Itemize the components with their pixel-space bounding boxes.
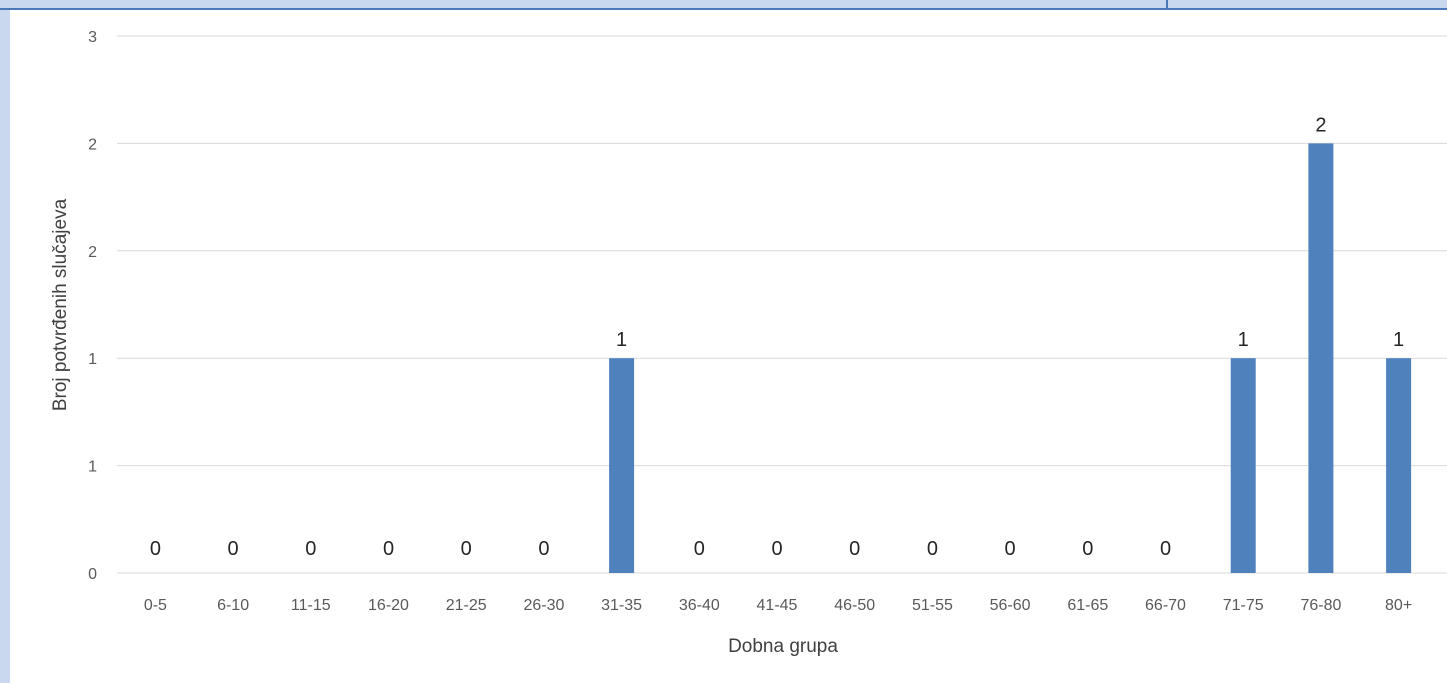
x-axis-title: Dobna grupa [728, 636, 838, 657]
x-tick-label: 66-70 [1145, 597, 1186, 614]
x-tick-label: 11-15 [291, 597, 331, 614]
y-tick-label: 0 [88, 566, 97, 583]
data-label: 0 [305, 538, 316, 560]
x-tick-label: 51-55 [912, 597, 953, 614]
x-tick-label: 26-30 [523, 597, 564, 614]
data-label: 0 [150, 538, 161, 560]
data-label: 0 [849, 538, 860, 560]
data-label: 0 [461, 538, 472, 560]
x-tick-label: 36-40 [679, 597, 720, 614]
data-label: 0 [927, 538, 938, 560]
x-tick-label: 71-75 [1223, 597, 1264, 614]
data-label: 0 [228, 538, 239, 560]
data-label: 1 [616, 329, 627, 351]
bar [1386, 358, 1412, 573]
x-tick-label: 41-45 [757, 597, 798, 614]
x-tick-label: 6-10 [217, 597, 249, 614]
y-axis-ticks: 0 1 1 2 2 3 [88, 29, 97, 583]
data-label: 0 [1005, 538, 1016, 560]
x-tick-label: 0-5 [144, 597, 167, 614]
y-tick-label: 3 [88, 29, 97, 46]
data-label: 0 [383, 538, 394, 560]
left-border-strip [0, 10, 10, 683]
bar [609, 358, 635, 573]
x-tick-label: 56-60 [990, 597, 1031, 614]
y-axis-title: Broj potvrđenih slučajeva [50, 198, 71, 411]
data-labels: 0 0 0 0 0 0 1 0 0 0 0 0 0 0 1 2 1 [150, 114, 1404, 560]
x-tick-label: 61-65 [1067, 597, 1108, 614]
x-tick-label: 31-35 [601, 597, 642, 614]
data-label: 0 [694, 538, 705, 560]
data-label: 2 [1315, 114, 1326, 136]
window-top-bar [0, 0, 1447, 10]
gridlines [117, 35, 1447, 574]
y-tick-label: 2 [88, 244, 97, 261]
bar [1230, 358, 1256, 573]
bar [1308, 143, 1334, 573]
data-label: 0 [538, 538, 549, 560]
y-tick-label: 2 [88, 136, 97, 153]
x-tick-label: 21-25 [446, 597, 487, 614]
data-label: 0 [1160, 538, 1171, 560]
bars [609, 143, 1412, 573]
data-label: 1 [1393, 329, 1404, 351]
x-tick-label: 16-20 [368, 597, 409, 614]
y-tick-label: 1 [88, 459, 97, 476]
data-label: 0 [771, 538, 782, 560]
top-bar-divider [1166, 0, 1168, 9]
x-tick-label: 76-80 [1300, 597, 1341, 614]
x-tick-label: 46-50 [834, 597, 875, 614]
x-tick-label: 80+ [1385, 597, 1412, 614]
data-label: 0 [1082, 538, 1093, 560]
x-axis-ticks: 0-5 6-10 11-15 16-20 21-25 26-30 31-35 36-40 41-… [144, 597, 1412, 614]
y-tick-label: 1 [88, 351, 97, 368]
data-label: 1 [1238, 329, 1249, 351]
